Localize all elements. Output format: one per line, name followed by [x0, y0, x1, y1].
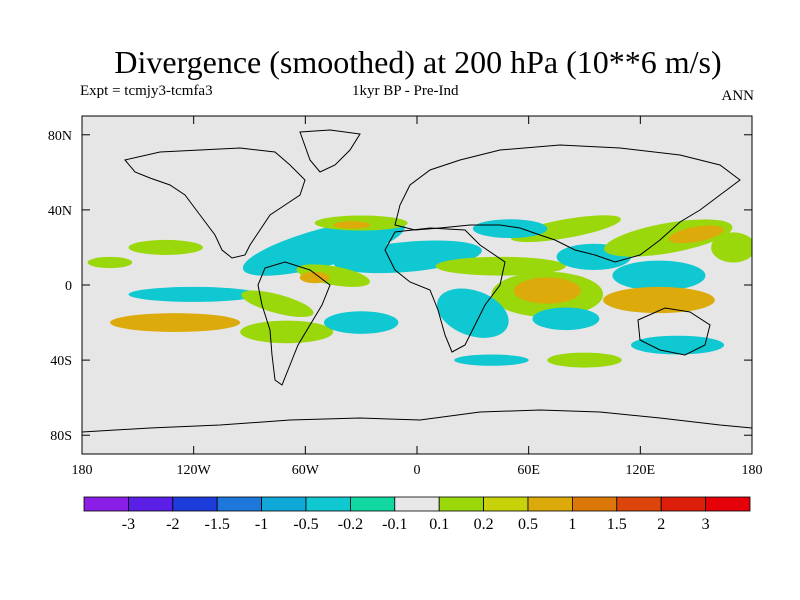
- colorbar-swatch: [705, 496, 751, 512]
- lon-tick-label: 120W: [177, 463, 212, 478]
- divergence-region: [532, 307, 600, 331]
- divergence-region: [299, 271, 330, 284]
- colorbar-label: 0.5: [518, 516, 538, 533]
- colorbar-swatch: [616, 496, 662, 512]
- divergence-region: [612, 260, 706, 291]
- colorbar-label: 1: [568, 516, 576, 533]
- lat-tick-label: 80S: [50, 429, 72, 444]
- colorbar-label: 0.2: [474, 516, 494, 533]
- lon-tick-label: 60E: [517, 463, 540, 478]
- lon-tick-label: 180: [72, 463, 93, 478]
- colorbar-swatch: [394, 496, 440, 512]
- divergence-region: [333, 221, 371, 229]
- coast-africa: [384, 227, 506, 353]
- lat-tick-label: 40S: [50, 354, 72, 369]
- experiment-label: Expt = tcmjy3-tcmfa3: [80, 83, 213, 99]
- coast-eurasia: [394, 144, 741, 263]
- divergence-region: [513, 277, 581, 304]
- divergence-region: [510, 215, 621, 243]
- divergence-region: [547, 352, 622, 368]
- divergence-region: [242, 219, 405, 276]
- coast-greenland: [299, 129, 361, 173]
- divergence-region: [241, 290, 314, 318]
- divergence-region: [437, 288, 509, 338]
- colorbar-label: 2: [657, 516, 665, 533]
- lon-tick-label: 0: [414, 463, 421, 478]
- coastlines: [82, 129, 752, 433]
- divergence-region: [87, 256, 133, 269]
- colorbar-swatch: [572, 496, 618, 512]
- divergence-region: [472, 219, 548, 239]
- colorbar-label: -2: [166, 516, 179, 533]
- divergence-region: [603, 286, 715, 314]
- coast-australia: [637, 307, 711, 356]
- colorbar-swatch: [527, 496, 573, 512]
- colorbar-label: 3: [702, 516, 710, 533]
- colorbar-label: -0.5: [293, 516, 318, 533]
- divergence-region: [296, 264, 370, 287]
- colorbar-label: -3: [122, 516, 135, 533]
- colorbar-swatch: [216, 496, 262, 512]
- colorbar-label: 1.5: [607, 516, 627, 533]
- season-label: ANN: [721, 88, 755, 104]
- colorbar-label: -1.5: [205, 516, 230, 533]
- divergence-field: [87, 215, 752, 368]
- coast-antarctica: [82, 409, 752, 433]
- divergence-region: [323, 311, 399, 334]
- period-label: 1kyr BP - Pre-Ind: [352, 83, 459, 99]
- colorbar-swatch: [127, 496, 174, 512]
- colorbar-swatch: [483, 496, 529, 512]
- colorbar-swatch: [349, 496, 396, 512]
- colorbar-swatch: [83, 496, 129, 512]
- lon-tick-label: 180: [742, 463, 763, 478]
- colorbar-label: -1: [255, 516, 268, 533]
- divergence-region: [711, 232, 752, 263]
- divergence-region: [668, 225, 724, 244]
- colorbar: -3 -2 -1.5 -1 -0.5 -0.2 -0.1 0.1 0.2 0.5 1 1.5 2 3: [83, 496, 751, 533]
- colorbar-swatch: [261, 496, 307, 512]
- colorbar-swatch: [305, 496, 351, 512]
- divergence-region: [435, 256, 566, 276]
- colorbar-label: 0.1: [429, 516, 449, 533]
- colorbar-swatch: [660, 496, 707, 512]
- divergence-region: [128, 286, 259, 302]
- lat-tick-label: 80N: [48, 129, 72, 144]
- latitude-axis: 80N 40N 0 40S 80S: [48, 129, 752, 444]
- lat-tick-label: 40N: [48, 204, 72, 219]
- colorbar-swatch: [172, 496, 218, 512]
- divergence-region: [109, 313, 241, 332]
- divergence-region: [128, 239, 203, 255]
- colorbar-swatch: [438, 496, 485, 512]
- lon-tick-label: 120E: [626, 463, 656, 478]
- lon-tick-label: 60W: [292, 463, 320, 478]
- coast-south-america: [257, 261, 331, 386]
- divergence-region: [240, 320, 334, 344]
- colorbar-label: -0.2: [338, 516, 363, 533]
- longitude-axis: 180 120W 60W 0 60E 120E 180: [72, 116, 763, 478]
- map-title: Divergence (smoothed) at 200 hPa (10**6 …: [114, 44, 722, 80]
- divergence-region: [454, 354, 529, 366]
- coast-north-america: [124, 147, 306, 259]
- lat-tick-label: 0: [65, 279, 72, 294]
- divergence-region: [631, 335, 725, 355]
- colorbar-label: -0.1: [382, 516, 407, 533]
